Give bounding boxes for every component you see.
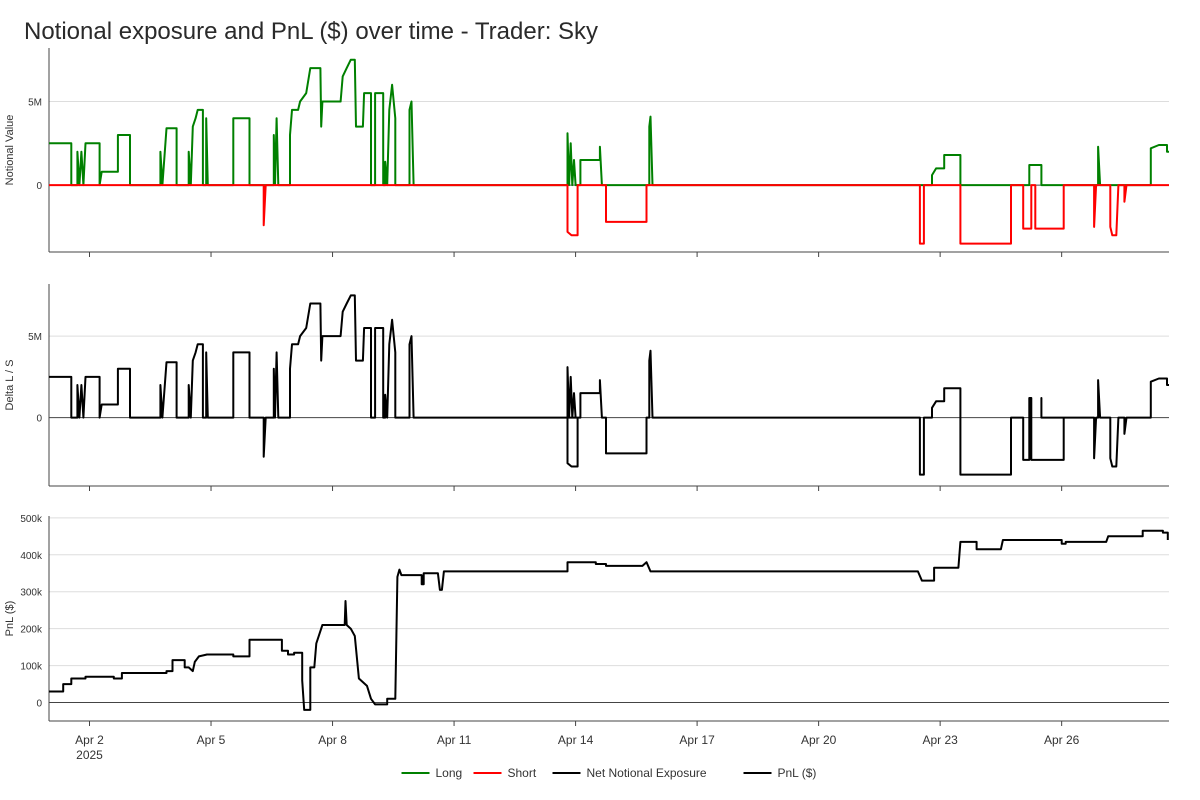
y-tick-label: 0 xyxy=(36,414,42,425)
y-axis-label: Notional Value xyxy=(4,115,16,186)
x-tick-label: Apr 5 xyxy=(197,733,226,747)
x-tick-label: Apr 17 xyxy=(679,733,715,747)
page-title: Notional exposure and PnL ($) over time … xyxy=(24,18,599,45)
legend-item: PnL ($) xyxy=(743,766,817,780)
legend-item: Short xyxy=(473,766,537,780)
series-line-long xyxy=(49,58,1169,187)
legend-item: Long xyxy=(401,766,463,780)
y-tick-label: 200k xyxy=(20,625,43,636)
x-tick-label: Apr 2 xyxy=(75,733,104,747)
y-tick-label: 300k xyxy=(20,588,43,599)
panel-1: 0 5M Notional Value xyxy=(4,48,1169,257)
legend-label: Short xyxy=(508,766,537,780)
y-tick-label: 0 xyxy=(36,181,42,192)
panel-3: 0 100k 200k 300k 400k 500k PnL ($) xyxy=(4,514,1169,726)
x-tick-sublabel: 2025 xyxy=(76,748,103,762)
series-line-short xyxy=(49,184,1169,245)
y-tick-label: 0 xyxy=(36,699,42,710)
series-line-net-notional-exposure xyxy=(49,294,1169,476)
y-tick-label: 500k xyxy=(20,514,43,525)
y-tick-label: 100k xyxy=(20,662,43,673)
y-tick-label: 5M xyxy=(28,98,42,109)
x-tick-label: Apr 14 xyxy=(558,733,594,747)
y-axis-label: Delta L / S xyxy=(4,360,16,411)
legend-label: Long xyxy=(436,766,463,780)
y-tick-label: 400k xyxy=(20,551,43,562)
x-tick-label: Apr 8 xyxy=(318,733,347,747)
y-axis-label: PnL ($) xyxy=(4,601,16,637)
x-tick-label: Apr 26 xyxy=(1044,733,1080,747)
series-line-pnl xyxy=(49,529,1169,711)
legend-item: Net Notional Exposure xyxy=(552,766,707,780)
panel-2: 0 5M Delta L / S xyxy=(4,284,1169,491)
legend-label: PnL ($) xyxy=(778,766,817,780)
x-tick-label: Apr 23 xyxy=(922,733,958,747)
legend-label: Net Notional Exposure xyxy=(587,766,707,780)
x-tick-label: Apr 20 xyxy=(801,733,837,747)
x-tick-label: Apr 11 xyxy=(437,733,472,747)
y-tick-label: 5M xyxy=(28,332,42,343)
